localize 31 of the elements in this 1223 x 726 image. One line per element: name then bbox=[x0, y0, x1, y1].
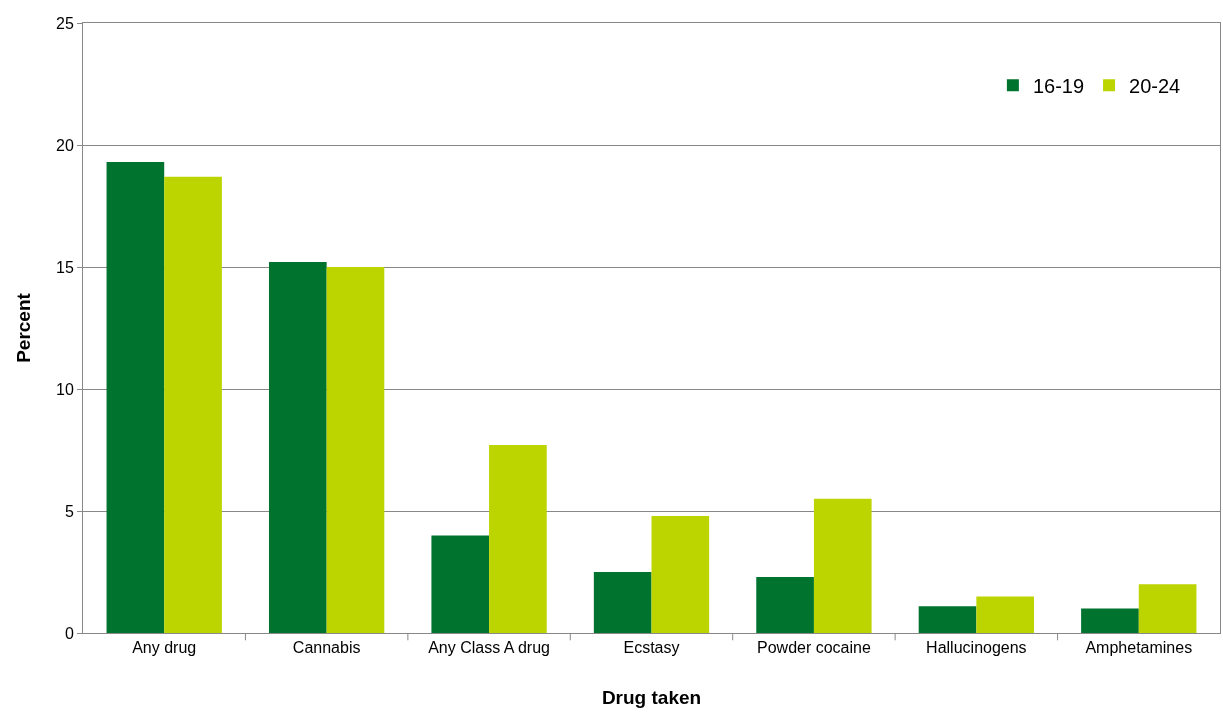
x-tick-label: Cannabis bbox=[292, 639, 361, 657]
y-tick-label: 20 bbox=[56, 136, 74, 154]
y-tick-label: 15 bbox=[56, 258, 74, 276]
bar bbox=[489, 445, 547, 633]
bar bbox=[651, 515, 710, 633]
bar bbox=[976, 596, 1035, 633]
bar bbox=[1138, 584, 1197, 633]
x-tick-label: Powder cocaine bbox=[757, 639, 871, 657]
x-axis-title: Drug taken bbox=[601, 687, 702, 708]
y-tick-label: 5 bbox=[64, 502, 74, 520]
bar bbox=[756, 576, 814, 633]
x-tick-label: Ecstasy bbox=[623, 639, 680, 657]
bar bbox=[918, 606, 977, 633]
y-axis-title: Percent bbox=[12, 292, 34, 363]
bar bbox=[326, 267, 385, 633]
bar bbox=[164, 176, 222, 633]
legend-label: 16-19 bbox=[1032, 75, 1085, 97]
x-tick-label: Any Class A drug bbox=[428, 639, 550, 657]
x-tick-label: Amphetamines bbox=[1085, 639, 1193, 657]
bar bbox=[813, 498, 872, 633]
bar bbox=[593, 572, 652, 633]
x-tick-label: Hallucinogens bbox=[926, 639, 1027, 657]
bar bbox=[1081, 608, 1139, 633]
y-tick-label: 25 bbox=[56, 14, 74, 32]
bar bbox=[106, 162, 165, 633]
x-tick-label: Any drug bbox=[132, 639, 197, 657]
y-tick-label: 0 bbox=[64, 624, 74, 642]
y-tick-label: 10 bbox=[56, 380, 74, 398]
bar bbox=[268, 262, 327, 633]
legend-label: 20-24 bbox=[1129, 75, 1181, 97]
bar bbox=[431, 535, 490, 633]
